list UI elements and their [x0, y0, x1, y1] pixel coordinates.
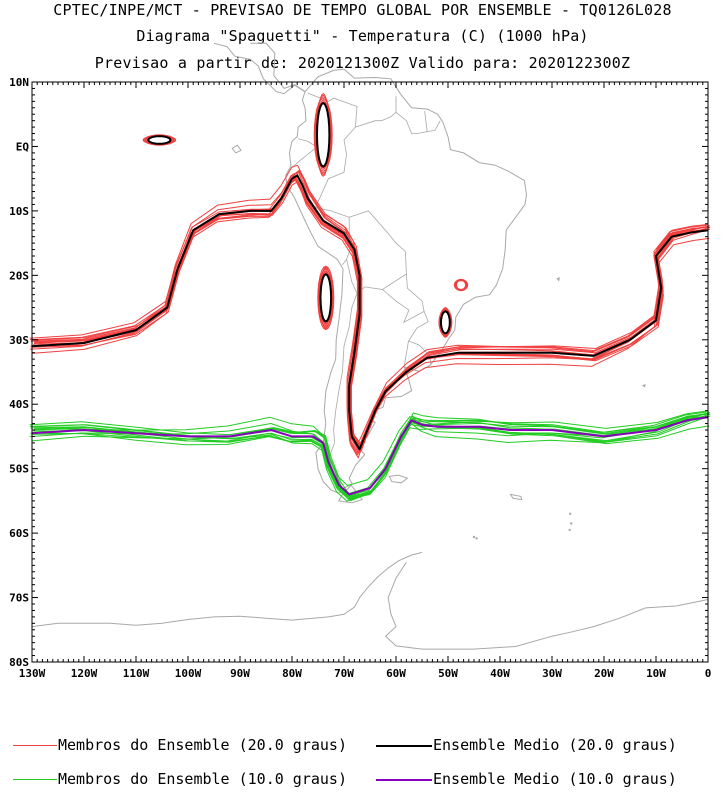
loop-brazil-south-mean	[439, 310, 451, 335]
member20-line-11	[33, 181, 708, 454]
chart-subtitle: Diagrama "Spaguetti" - Temperatura (C) (…	[136, 27, 589, 45]
island-dot-0	[569, 512, 572, 515]
mean20-line	[31, 174, 709, 451]
lat-label: 70S	[9, 592, 29, 605]
loop-chile-north-member-5	[318, 272, 334, 324]
lat-label: 30S	[9, 334, 29, 347]
loop-chile-north-mean	[319, 273, 333, 323]
loop-brazil-east-member-4	[455, 280, 467, 290]
loop-chile-north-member-6	[317, 265, 335, 331]
lon-label: 80W	[282, 667, 302, 680]
coast-antarctic-peninsula	[31, 551, 423, 628]
member20-line-3	[29, 172, 710, 448]
islands-malvinas	[388, 474, 409, 484]
member20-line-10	[33, 177, 707, 452]
islands-south-georgia	[509, 493, 523, 501]
lon-label: 10W	[646, 667, 666, 680]
lat-label: 50S	[9, 463, 29, 476]
loop-pacific-member-2	[143, 134, 176, 146]
lon-label: 70W	[334, 667, 354, 680]
lon-label: 120W	[71, 667, 98, 680]
lon-label: 50W	[438, 667, 458, 680]
lon-label: 0	[705, 667, 712, 680]
legend-label-members-20: Membros do Ensemble (20.0 graus)	[58, 736, 347, 754]
country-border-8	[382, 273, 425, 324]
country-border-2	[290, 146, 318, 169]
coast-central-america	[213, 42, 306, 95]
lat-label: 10S	[9, 205, 29, 218]
legend-swatch-members-10	[13, 779, 57, 780]
members-20-contours	[29, 92, 711, 459]
member20-line-13	[31, 170, 710, 445]
member20-line-8	[33, 178, 706, 451]
member10-line-12	[32, 417, 709, 495]
islands-galapagos	[231, 144, 242, 154]
legend-swatch-mean-20	[376, 745, 432, 747]
legend-swatch-mean-10	[376, 779, 432, 781]
member20-line-2	[29, 169, 711, 459]
lon-label: 110W	[123, 667, 150, 680]
member20-line-4	[30, 164, 709, 452]
legend-label-members-10: Membros do Ensemble (10.0 graus)	[58, 770, 347, 788]
member10-line-2	[29, 415, 711, 497]
map-frame	[31, 81, 709, 663]
loop-ecuador-mean	[315, 101, 331, 168]
loop-ecuador-member-4	[313, 97, 333, 172]
lat-label: 10N	[9, 76, 29, 89]
legend-label-mean-20: Ensemble Medio (20.0 graus)	[433, 736, 677, 754]
country-border-4	[395, 111, 417, 134]
lon-label: 30W	[542, 667, 562, 680]
lat-label: 20S	[9, 269, 29, 282]
country-border-5	[424, 110, 428, 132]
lon-label: 40W	[490, 667, 510, 680]
legend-label-mean-10: Ensemble Medio (10.0 graus)	[433, 770, 677, 788]
loop-chile-north-member-0	[319, 266, 333, 330]
country-border-1	[298, 138, 318, 148]
chart-validity: Previsao a partir de: 2020121300Z Valido…	[94, 54, 631, 72]
member20-line-12	[32, 175, 709, 451]
member20-line-5	[31, 172, 708, 447]
coast-south-america	[285, 68, 528, 494]
coast-caribbean-side	[250, 42, 306, 93]
ensemble-mean-contours	[31, 101, 709, 496]
member10-line-13	[31, 416, 710, 486]
loop-brazil-east-member-6	[453, 278, 469, 292]
island-dot-4	[475, 537, 478, 540]
lat-label: 60S	[9, 527, 29, 540]
country-border-11	[327, 293, 358, 482]
member20-line-6	[32, 179, 707, 446]
lon-label: 100W	[175, 667, 202, 680]
lat-label: 80S	[9, 656, 29, 669]
lon-label: 20W	[594, 667, 614, 680]
lon-label: 90W	[230, 667, 250, 680]
member20-line-9	[34, 179, 706, 452]
mean10-line	[31, 416, 709, 496]
island-dot-1	[570, 522, 573, 525]
island-dot-3	[472, 535, 476, 539]
member10-line-8	[33, 413, 706, 500]
island-dot-2	[568, 528, 571, 532]
country-border-6	[416, 120, 441, 134]
lon-label: 60W	[386, 667, 406, 680]
legend-swatch-members-20	[13, 745, 57, 746]
country-border-10	[403, 341, 409, 367]
lat-axis-labels: 10N EQ 10S 20S 30S 40S 50S 60S 70S 80S	[9, 76, 29, 669]
chart-title: CPTEC/INPE/MCT - PREVISAO DE TEMPO GLOBA…	[53, 1, 672, 19]
coast-weddell-sea	[384, 561, 709, 650]
member20-line-7	[33, 175, 707, 450]
country-border-3	[355, 96, 397, 128]
axis-ticks	[31, 81, 709, 663]
lon-axis-labels: 130W 120W 110W 100W 90W 80W 70W 60W 50W 40W 30W 20W…	[19, 667, 712, 680]
lon-label: 130W	[19, 667, 46, 680]
lat-label: EQ	[16, 140, 30, 153]
island-martin-vaz	[556, 277, 560, 282]
loop-pacific-mean	[147, 135, 172, 145]
member10-line-11	[33, 410, 708, 502]
coastlines	[31, 42, 709, 650]
lat-label: 40S	[9, 398, 29, 411]
island-tristan	[641, 384, 646, 388]
